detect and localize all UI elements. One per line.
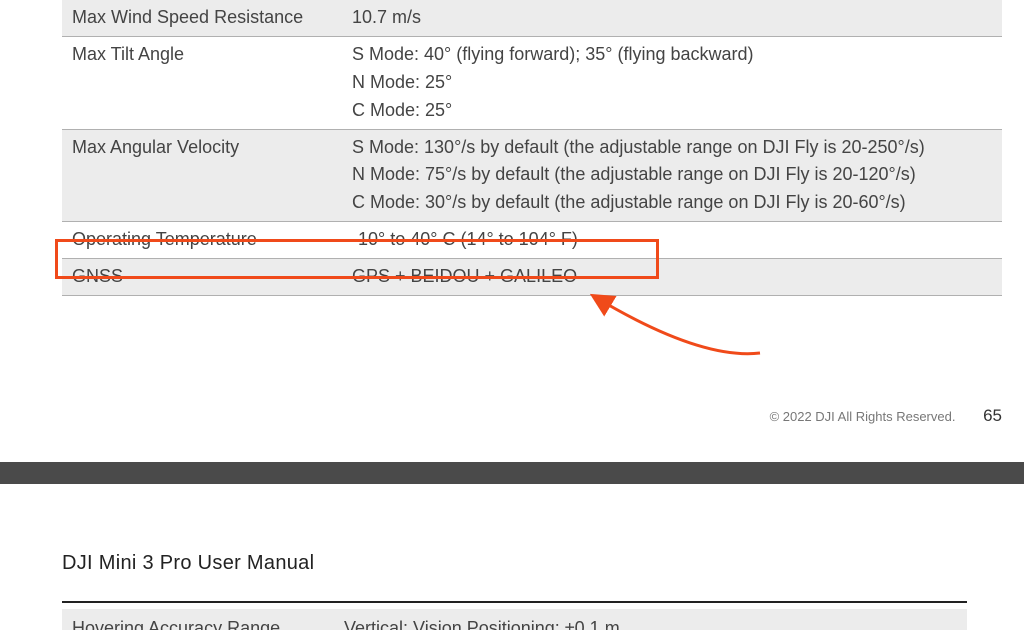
copyright-text: © 2022 DJI All Rights Reserved. bbox=[770, 409, 956, 424]
manual-title-suffix: User Manual bbox=[192, 552, 315, 574]
manual-title-product: DJI Mini 3 Pro bbox=[62, 552, 192, 574]
spec-label: Max Angular Velocity bbox=[62, 129, 342, 222]
spec-table-top: Max Wind Speed Resistance10.7 m/sMax Til… bbox=[62, 0, 1002, 296]
spec-row: GNSSGPS + BEIDOU + GALILEO bbox=[62, 259, 1002, 296]
spec-value: S Mode: 130°/s by default (the adjustabl… bbox=[342, 129, 1002, 222]
spec-row: Hovering Accuracy RangeVertical: Vision … bbox=[62, 609, 967, 630]
title-underline bbox=[62, 601, 967, 603]
page-number: 65 bbox=[983, 406, 1002, 426]
spec-value: S Mode: 40° (flying forward); 35° (flyin… bbox=[342, 36, 1002, 129]
spec-row: Max Angular VelocityS Mode: 130°/s by de… bbox=[62, 129, 1002, 222]
spec-row: Operating Temperature-10° to 40° C (14° … bbox=[62, 222, 1002, 259]
spec-row: Max Tilt AngleS Mode: 40° (flying forwar… bbox=[62, 36, 1002, 129]
manual-title: DJI Mini 3 Pro User Manual bbox=[62, 552, 1024, 575]
spec-label: Max Wind Speed Resistance bbox=[62, 0, 342, 36]
page-divider-bar bbox=[0, 462, 1024, 484]
spec-row: Max Wind Speed Resistance10.7 m/s bbox=[62, 0, 1002, 36]
spec-value: Vertical: Vision Positioning: ±0.1 m GNS… bbox=[334, 609, 967, 630]
page-footer: © 2022 DJI All Rights Reserved. 65 bbox=[62, 406, 1002, 426]
spec-table-bottom: Hovering Accuracy RangeVertical: Vision … bbox=[62, 609, 967, 630]
spec-label: Operating Temperature bbox=[62, 222, 342, 259]
page-1: Max Wind Speed Resistance10.7 m/sMax Til… bbox=[0, 0, 1024, 426]
page-2: DJI Mini 3 Pro User Manual Hovering Accu… bbox=[0, 484, 1024, 630]
spec-label: GNSS bbox=[62, 259, 342, 296]
spec-value: 10.7 m/s bbox=[342, 0, 1002, 36]
spec-label: Hovering Accuracy Range bbox=[62, 609, 334, 630]
spec-value: GPS + BEIDOU + GALILEO bbox=[342, 259, 1002, 296]
spec-label: Max Tilt Angle bbox=[62, 36, 342, 129]
spec-value: -10° to 40° C (14° to 104° F) bbox=[342, 222, 1002, 259]
